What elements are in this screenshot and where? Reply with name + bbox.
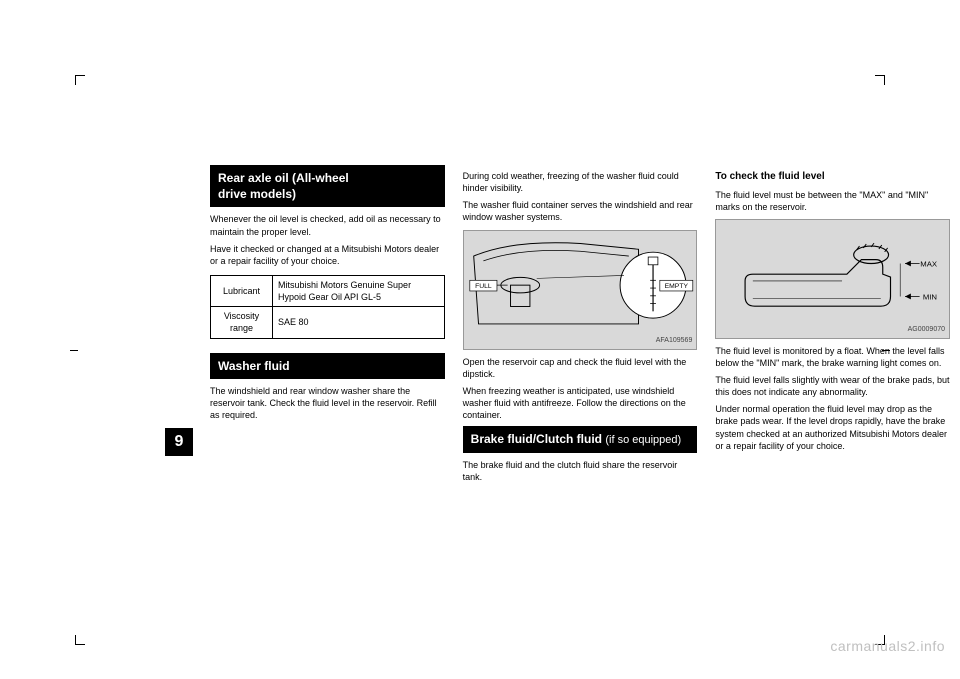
washer-para-4: Open the reservoir cap and check the flu… bbox=[463, 356, 698, 380]
section-title-line2: drive models) bbox=[218, 186, 437, 202]
section-title-line1: Rear axle oil (All-wheel bbox=[218, 170, 437, 186]
washer-para-2: During cold weather, freezing of the was… bbox=[463, 170, 698, 194]
heading-check-fluid-level: To check the fluid level bbox=[715, 170, 950, 184]
lubricant-spec-table: Lubricant Mitsubishi Motors Genuine Supe… bbox=[210, 275, 445, 339]
washer-para-5: When freezing weather is anticipated, us… bbox=[463, 385, 698, 421]
brake-para-4: The fluid level falls slightly with wear… bbox=[715, 374, 950, 398]
rear-axle-para-1: Whenever the oil level is checked, add o… bbox=[210, 213, 445, 237]
brake-para-3: The fluid level is monitored by a float.… bbox=[715, 345, 950, 369]
rear-axle-para-2: Have it checked or changed at a Mitsubis… bbox=[210, 243, 445, 267]
label-max: MAX bbox=[921, 259, 938, 268]
crop-tick-left bbox=[70, 350, 78, 351]
section-rear-axle-oil: Rear axle oil (All-wheel drive models) bbox=[210, 165, 445, 207]
spec-value-viscosity: SAE 80 bbox=[273, 307, 445, 338]
side-tab: 9 bbox=[165, 160, 205, 650]
section-brake-clutch-fluid: Brake fluid/Clutch fluid (if so equipped… bbox=[463, 426, 698, 453]
washer-para-1: The windshield and rear window washer sh… bbox=[210, 385, 445, 421]
spec-label-viscosity: Viscosity range bbox=[211, 307, 273, 338]
manual-page: 9 Rear axle oil (All-wheel drive models)… bbox=[80, 80, 880, 640]
spec-value-lubricant: Mitsubishi Motors Genuine Super Hypoid G… bbox=[273, 275, 445, 306]
figure-id-brake: AG0009070 bbox=[908, 325, 945, 334]
section-washer-fluid: Washer fluid bbox=[210, 353, 445, 379]
spec-label-lubricant: Lubricant bbox=[211, 275, 273, 306]
washer-para-3: The washer fluid container serves the wi… bbox=[463, 199, 698, 223]
column-3: To check the fluid level The fluid level… bbox=[715, 165, 950, 488]
watermark-text: carmanuals2.info bbox=[830, 638, 945, 654]
table-row: Viscosity range SAE 80 bbox=[211, 307, 445, 338]
column-1: Rear axle oil (All-wheel drive models) W… bbox=[210, 165, 445, 488]
table-row: Lubricant Mitsubishi Motors Genuine Supe… bbox=[211, 275, 445, 306]
label-empty: EMPTY bbox=[664, 283, 688, 290]
brake-para-5: Under normal operation the fluid level m… bbox=[715, 403, 950, 452]
figure-id-washer: AFA109569 bbox=[656, 336, 693, 345]
label-min: MIN bbox=[923, 292, 937, 301]
figure-brake-reservoir: MAX MIN AG0009070 bbox=[715, 219, 950, 339]
section-title-brake: Brake fluid/Clutch fluid bbox=[471, 432, 602, 446]
brake-para-1: The brake fluid and the clutch fluid sha… bbox=[463, 459, 698, 483]
label-full: FULL bbox=[475, 283, 492, 290]
section-sub-if-equipped: (if so equipped) bbox=[605, 434, 681, 446]
brake-para-2: The fluid level must be between the "MAX… bbox=[715, 189, 950, 213]
chapter-number: 9 bbox=[165, 428, 193, 456]
figure-washer-reservoir: FULL EMPTY AFA109569 bbox=[463, 230, 698, 350]
column-2: During cold weather, freezing of the was… bbox=[463, 165, 698, 488]
content-columns: Rear axle oil (All-wheel drive models) W… bbox=[210, 165, 950, 488]
